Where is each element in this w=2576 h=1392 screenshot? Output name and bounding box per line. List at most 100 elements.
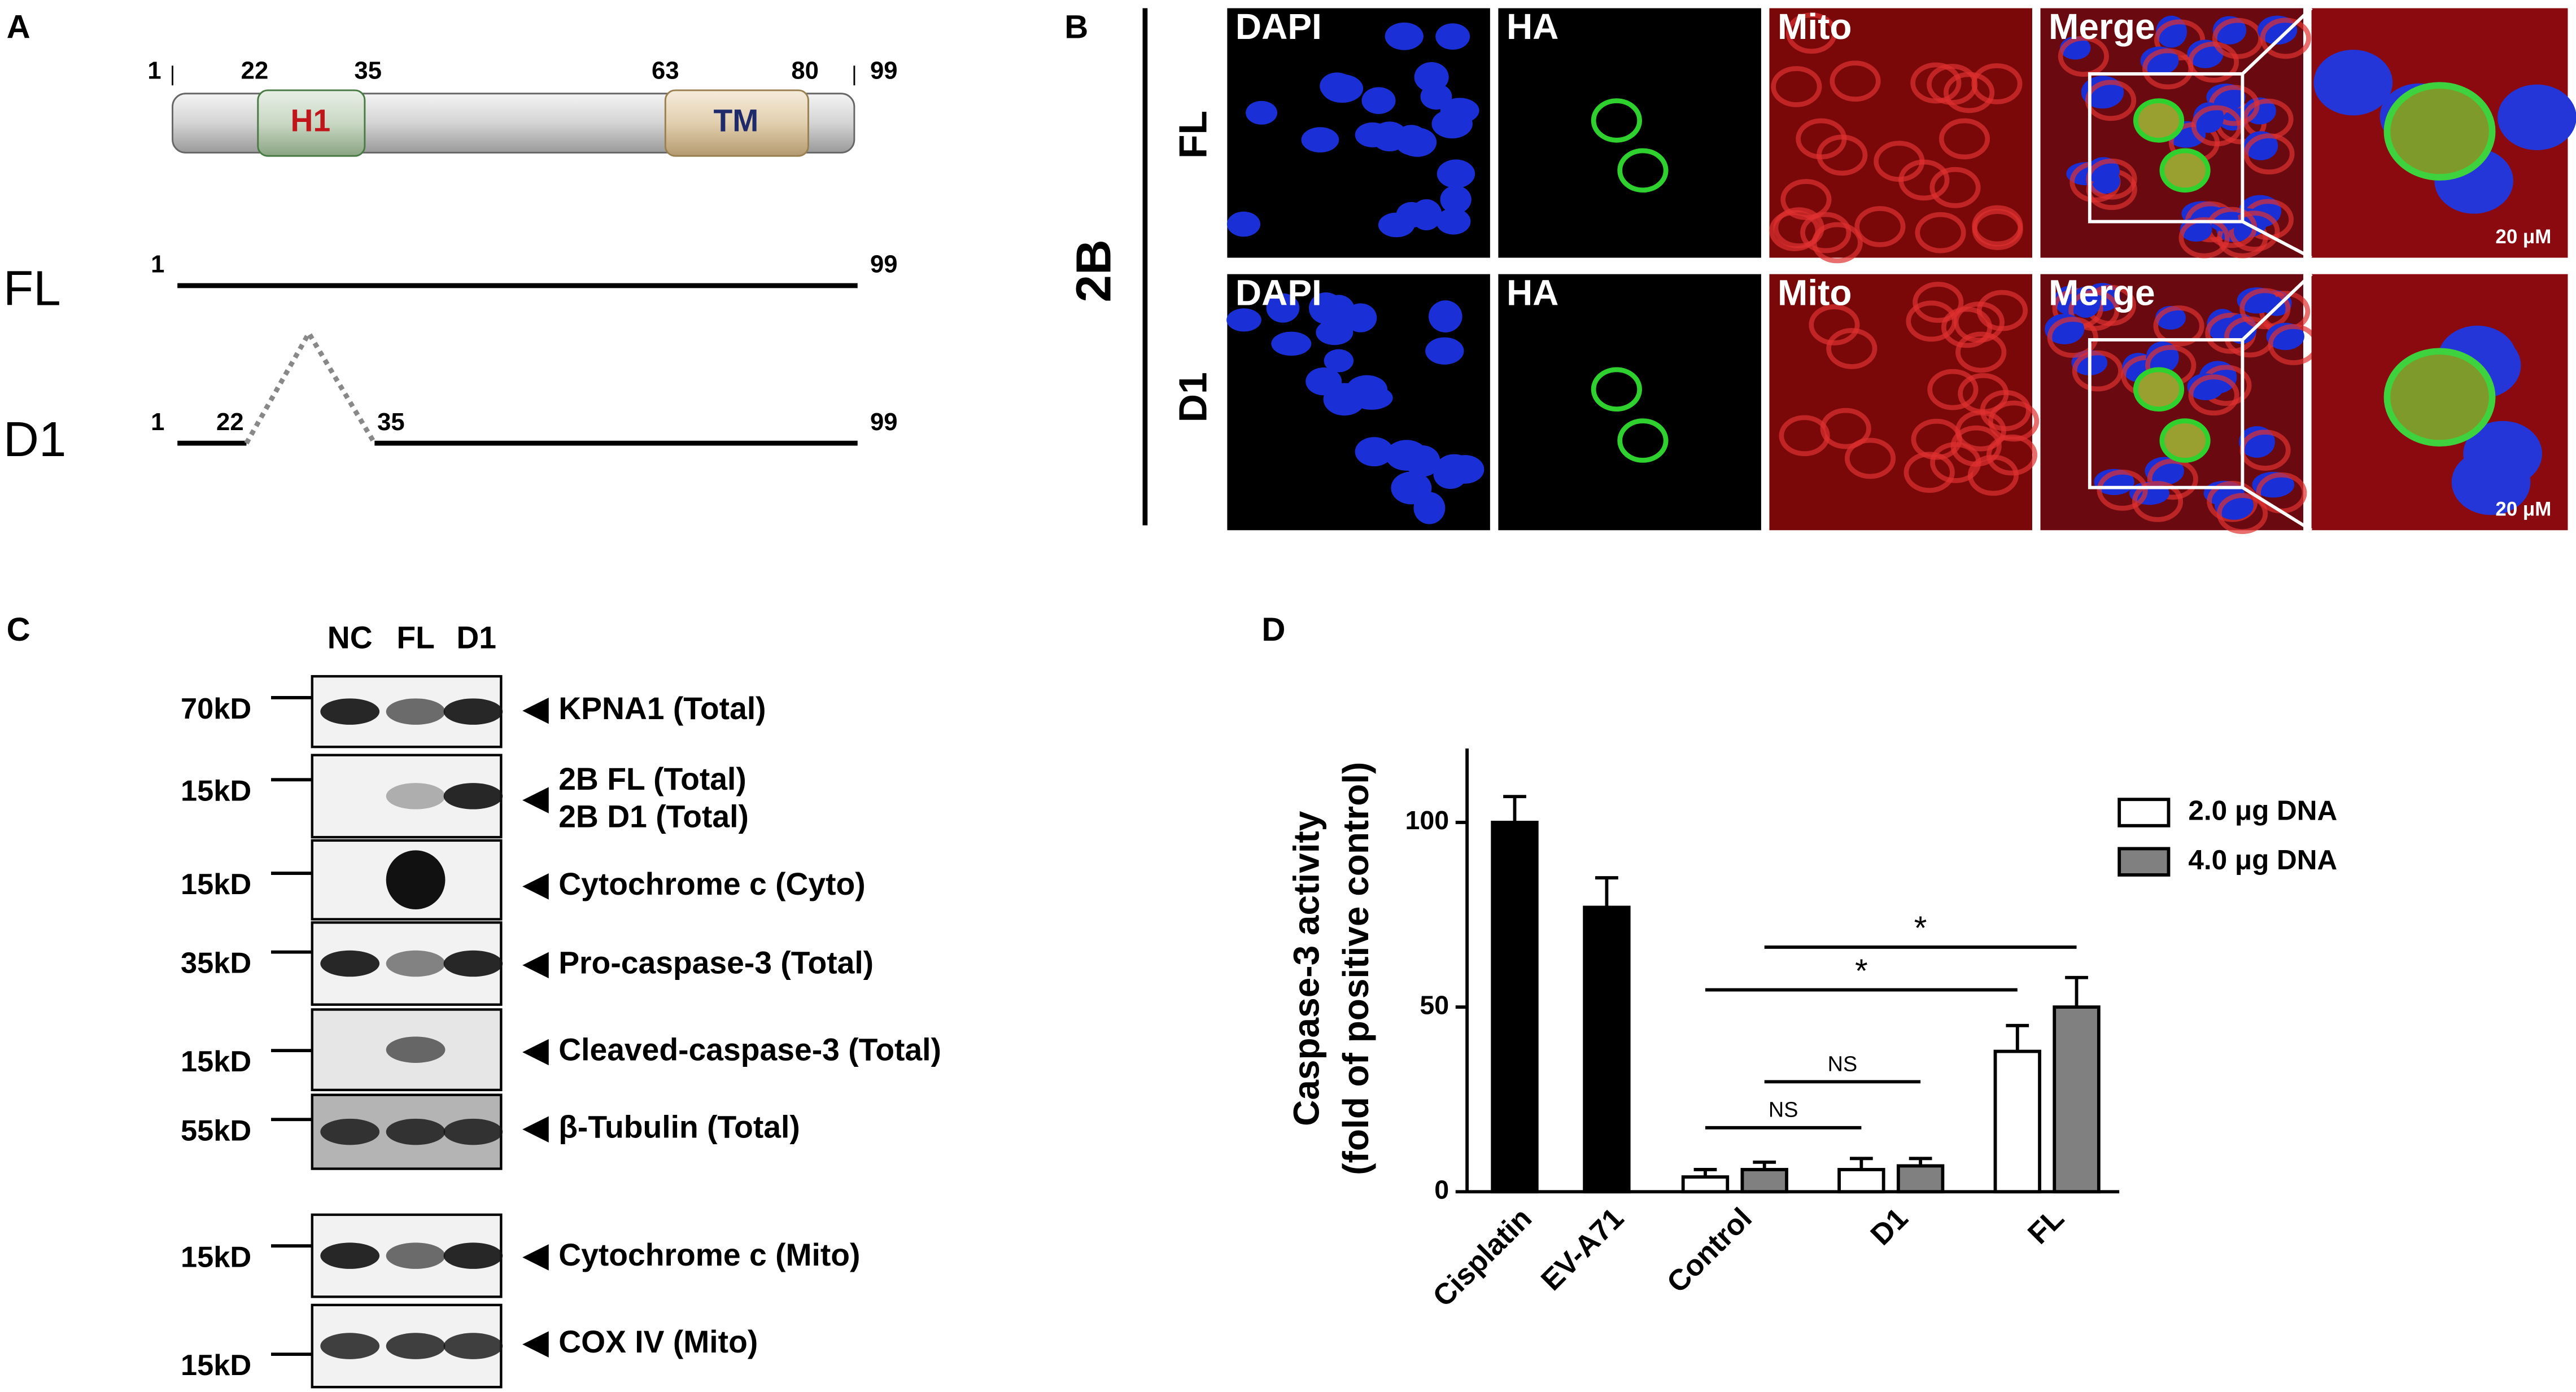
- nucleus: [1308, 292, 1343, 325]
- nucleus: [2215, 491, 2254, 520]
- cell: [1913, 282, 1964, 323]
- y-tick-label: 50: [1420, 990, 1449, 1019]
- band-label: 2B FL (Total): [558, 761, 746, 796]
- column-label: Mito: [1778, 6, 1852, 47]
- cell: [2058, 36, 2109, 77]
- position: 80: [791, 57, 819, 84]
- cell: [2097, 470, 2148, 511]
- position: 1: [147, 57, 161, 84]
- nucleus: [1324, 349, 1354, 373]
- column-label: Merge: [2049, 6, 2155, 47]
- band: [386, 850, 446, 910]
- domain-label: TM: [714, 103, 759, 138]
- nucleus: [1398, 128, 1437, 157]
- column-label: HA: [1507, 6, 1558, 47]
- panel-label: B: [1064, 9, 1088, 46]
- band-label: Cytochrome c (Cyto): [558, 866, 865, 901]
- nucleus: [1391, 471, 1432, 505]
- nucleus: [1437, 159, 1475, 189]
- cell: [1780, 179, 1832, 220]
- lane-label: D1: [456, 620, 496, 655]
- nucleus: [2237, 287, 2277, 314]
- band: [320, 1333, 380, 1359]
- zoom-box: [2088, 72, 2245, 224]
- band-label: Cytochrome c (Mito): [558, 1237, 860, 1272]
- arrowhead: [522, 1116, 549, 1143]
- band: [443, 950, 503, 977]
- nucleus: [1271, 331, 1312, 356]
- row-label: FL: [1171, 111, 1215, 159]
- cell: [2147, 458, 2198, 500]
- cell: [2191, 105, 2242, 147]
- bar: [1993, 1049, 2041, 1194]
- arrowhead: [522, 697, 549, 724]
- ha-cell: [2159, 418, 2211, 463]
- marker-label: 35kD: [181, 947, 251, 980]
- band-label: COX IV (Mito): [558, 1324, 758, 1359]
- arrowhead: [522, 787, 549, 813]
- column-label: Merge: [2049, 272, 2155, 313]
- nucleus: [1411, 199, 1442, 230]
- cell: [1854, 206, 1906, 247]
- position: 99: [870, 409, 898, 436]
- legend-label: 2.0 μg DNA: [2188, 795, 2337, 826]
- bar: [1583, 905, 1631, 1194]
- bar: [1837, 1168, 1885, 1194]
- cell: [1938, 118, 1990, 160]
- arrowhead: [522, 873, 549, 900]
- cell: [1967, 454, 2019, 496]
- cell: [1958, 373, 2009, 414]
- position: 99: [870, 251, 898, 278]
- cell: [2229, 211, 2280, 252]
- nucleus: [1436, 208, 1471, 235]
- marker-label: 15kD: [181, 868, 251, 901]
- x-tick-label: Control: [1661, 1202, 1758, 1299]
- cell: [1972, 209, 2023, 250]
- construct-label: D1: [3, 412, 67, 467]
- band-label: β-Tubulin (Total): [558, 1109, 800, 1144]
- column-label: DAPI: [1235, 6, 1322, 47]
- nucleus: [1440, 185, 1472, 214]
- cell: [2047, 317, 2098, 358]
- band: [443, 698, 503, 725]
- cell: [2085, 80, 2137, 121]
- nucleus: [1433, 459, 1468, 489]
- column-label: HA: [1507, 272, 1558, 313]
- nucleus: [2145, 457, 2184, 485]
- arrowhead: [522, 1331, 549, 1358]
- cell: [1955, 331, 2007, 373]
- cell: [1971, 63, 2023, 104]
- cell: [1988, 400, 2040, 442]
- ha-cell: [2133, 367, 2185, 412]
- position: 22: [241, 57, 269, 84]
- cell: [1915, 212, 1966, 253]
- significance-label: *: [1855, 953, 1868, 990]
- cell: [1844, 437, 1896, 479]
- position: 99: [870, 57, 898, 84]
- cell: [2072, 350, 2123, 392]
- cell: [1820, 408, 1871, 449]
- cell: [1929, 167, 1981, 208]
- marker-label: 70kD: [181, 693, 251, 725]
- nucleus: [1301, 127, 1339, 153]
- nucleus: [2266, 322, 2304, 351]
- cell: [2216, 493, 2268, 535]
- band-label: 2B D1 (Total): [558, 799, 749, 834]
- significance-label: NS: [1769, 1098, 1798, 1122]
- nucleus: [1361, 87, 1396, 114]
- band: [320, 1242, 380, 1269]
- construct-label: FL: [3, 261, 61, 316]
- cell: [2239, 288, 2291, 330]
- cell: [1911, 418, 1962, 460]
- zoom-line: [2241, 7, 2313, 75]
- x-tick-label: FL: [2021, 1202, 2070, 1250]
- nucleus: [2498, 84, 2576, 151]
- cell: [2243, 133, 2295, 175]
- ha-cell: [1617, 418, 1669, 463]
- cell: [1817, 134, 1868, 176]
- bar: [1491, 821, 1539, 1194]
- cell: [1809, 304, 1860, 345]
- bar: [2053, 1005, 2101, 1194]
- y-axis-label: (fold of positive control): [1335, 762, 1376, 1175]
- deletion: [244, 328, 377, 445]
